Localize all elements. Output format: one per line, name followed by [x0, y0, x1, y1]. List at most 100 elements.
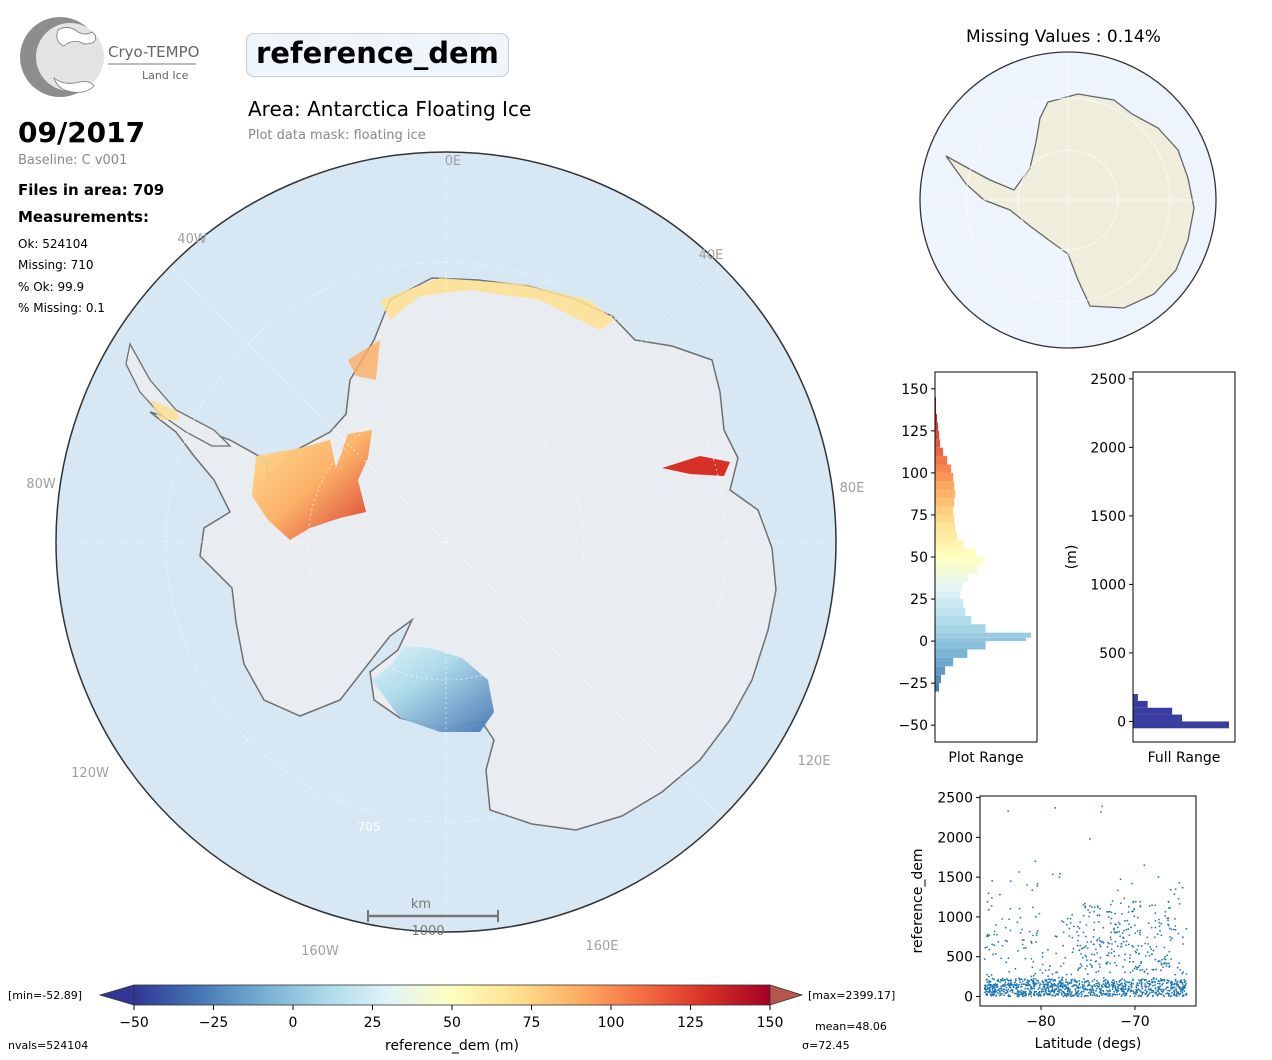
colorbar-tick-label: 25: [364, 1015, 382, 1031]
scatter-point: [1074, 990, 1077, 992]
scatter-point: [1088, 981, 1091, 984]
scatter-point: [1183, 981, 1186, 984]
scatter-point: [1157, 960, 1160, 962]
scatter-point: [989, 980, 992, 983]
hist-bar: [935, 649, 968, 658]
scatter-point: [1009, 990, 1011, 992]
scatter-point: [1160, 979, 1162, 982]
scatter-point: [986, 946, 988, 948]
hist-bar: [935, 607, 966, 616]
hist-bar: [935, 565, 978, 574]
coastal-shelf-east: [380, 278, 614, 330]
scatter-point: [1082, 931, 1085, 934]
colorbar-max-label: [max=2399.17]: [808, 989, 895, 1002]
scatter-point: [1165, 965, 1168, 967]
scatter-point: [1077, 939, 1079, 942]
scatter-point: [1036, 885, 1039, 887]
scatter-point: [1185, 982, 1188, 985]
scatter-point: [1076, 944, 1079, 947]
scatter-point: [1035, 941, 1037, 943]
scatter-point: [1132, 979, 1134, 982]
scatter-point: [1120, 945, 1122, 948]
scatter-point: [1113, 981, 1116, 984]
scatter-point: [1148, 905, 1151, 907]
scatter-point: [1092, 991, 1095, 994]
scatter-point: [1034, 915, 1037, 918]
scatter-point: [997, 940, 1000, 943]
colorbar-nvals: nvals=524104: [8, 1039, 88, 1052]
scatter-point: [1048, 990, 1051, 993]
scatter-point: [1071, 951, 1074, 954]
scatter-point: [1096, 995, 1099, 998]
scatter-point: [1140, 995, 1143, 998]
scatter-point: [1141, 993, 1144, 996]
scatter-point: [1077, 925, 1079, 928]
scatter-point: [1019, 931, 1022, 934]
scatter-point: [1125, 944, 1127, 947]
scatter-point: [1123, 897, 1126, 900]
hist2-ytick-label: 1000: [1090, 577, 1126, 593]
scatter-point: [1055, 988, 1058, 990]
hist-bar: [935, 599, 964, 608]
scatter-point: [1070, 980, 1073, 982]
scatter-point: [1144, 989, 1147, 991]
logo-sub: Land Ice: [142, 69, 189, 82]
scatter-point: [1123, 982, 1126, 985]
scatter-point: [1039, 983, 1042, 985]
scatter-point: [1091, 966, 1093, 969]
scatter-xtick-label: −70: [1120, 1014, 1150, 1030]
scatter-point: [1000, 987, 1002, 990]
scatter-point: [1096, 938, 1099, 941]
scatter-point: [1122, 965, 1124, 968]
scatter-point: [1028, 980, 1031, 982]
hist1-ytick-label: 100: [901, 466, 928, 482]
scatter-point: [986, 933, 989, 936]
scatter-point: [1006, 991, 1009, 993]
scatter-point: [1100, 984, 1103, 987]
scatter-point: [1081, 983, 1084, 986]
scatter-point: [1007, 982, 1010, 985]
scatter-point: [1038, 991, 1041, 994]
scatter-point: [1150, 948, 1153, 950]
scatter-point: [1065, 986, 1068, 989]
scatter-point: [1178, 987, 1181, 989]
scatter-point: [1133, 908, 1136, 910]
scatter-point: [1163, 978, 1166, 981]
scatter-point: [1102, 942, 1105, 944]
scatter-point: [996, 933, 998, 936]
scatter-point: [1048, 978, 1051, 981]
scatter-point: [1101, 805, 1103, 808]
scatter-point: [1169, 906, 1171, 909]
scatter-point: [1024, 946, 1027, 949]
scatter-point: [1058, 876, 1061, 878]
scatter-point: [1043, 983, 1045, 986]
scatter-point: [1154, 904, 1157, 907]
hist-bar: [935, 439, 941, 448]
scatter-point: [1182, 943, 1184, 945]
scatter-point: [1102, 983, 1105, 985]
scatter-point: [1018, 983, 1020, 986]
scatter-point: [1053, 982, 1056, 985]
scatter-point: [1176, 995, 1179, 997]
scatter-point: [1101, 940, 1104, 943]
scatter-point: [1080, 947, 1083, 950]
scatter-point: [1153, 980, 1155, 983]
scatter-point: [1034, 860, 1037, 863]
scatter-point: [1037, 988, 1040, 990]
scatter-point: [1120, 995, 1123, 998]
scatter-point: [1009, 984, 1012, 987]
hist-bar: [935, 456, 948, 465]
scatter-point: [1111, 985, 1114, 988]
scatter-point: [1172, 987, 1174, 989]
scatter-point: [1067, 987, 1070, 990]
scatter-point: [1155, 968, 1158, 971]
scatter-point: [1178, 903, 1181, 905]
scatter-point: [1122, 990, 1125, 993]
scatter-point: [1106, 945, 1109, 948]
scatter-point: [1113, 927, 1115, 930]
scatter-point: [1017, 984, 1019, 987]
scatter-point: [1096, 994, 1098, 996]
scatter-point: [1036, 980, 1039, 982]
scatter-point: [1032, 981, 1035, 984]
scatter-point: [1076, 992, 1079, 995]
